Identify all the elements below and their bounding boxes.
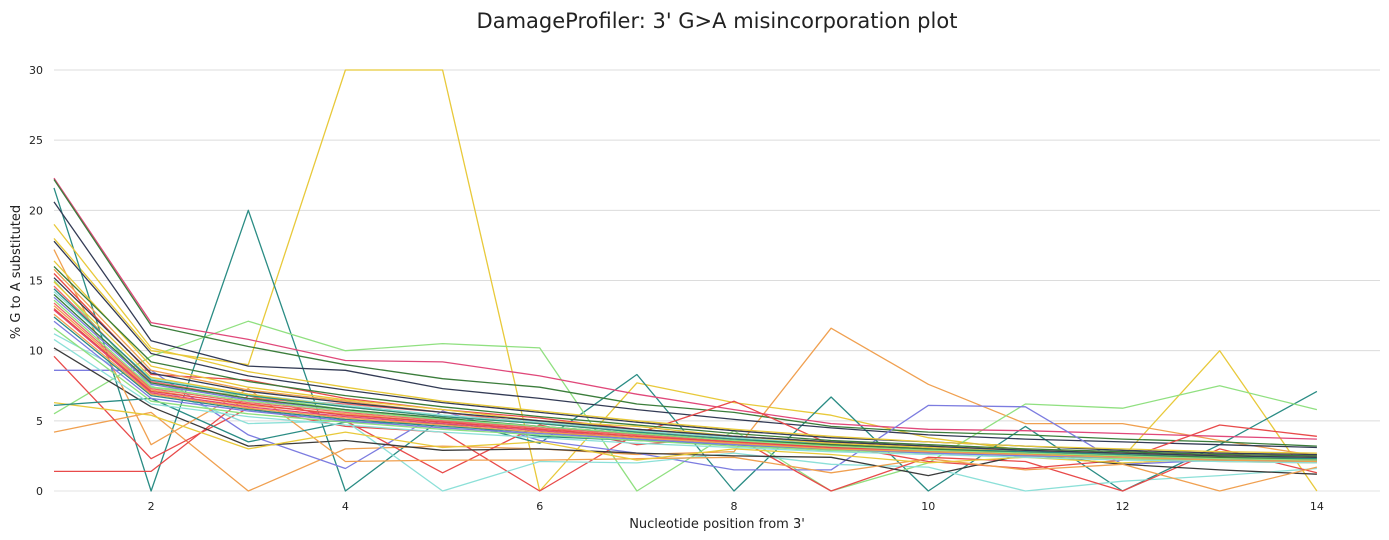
series-line-10: [53, 333, 1317, 492]
series-line-25: [53, 240, 1317, 456]
series-line-6: [53, 179, 1317, 447]
series-line-39: [53, 313, 1317, 463]
series-line-31: [53, 288, 1317, 460]
series-line-8: [53, 355, 1317, 492]
x-tick-label: 2: [148, 500, 155, 513]
series-line-5: [53, 177, 1317, 440]
x-tick-label: 10: [921, 500, 935, 513]
chart-title: DamageProfiler: 3' G>A misincorporation …: [477, 9, 958, 33]
series-line-27: [53, 327, 1317, 463]
y-tick-label: 15: [29, 275, 43, 288]
y-tick-label: 0: [36, 485, 43, 498]
series-line-9: [54, 369, 1317, 471]
tick-labels: 0 5 10 15 20 25 30 2 4 6 8 10 12 14: [29, 64, 1324, 513]
y-tick-label: 30: [29, 64, 43, 77]
y-tick-label: 25: [29, 134, 43, 147]
x-tick-label: 4: [342, 500, 349, 513]
series-line-14: [53, 401, 1317, 464]
x-tick-label: 12: [1116, 500, 1130, 513]
x-tick-label: 6: [536, 500, 543, 513]
grid-lines: [54, 69, 1380, 492]
series-line-24: [53, 266, 1317, 457]
y-axis-label: % G to A substituted: [9, 205, 24, 339]
y-tick-label: 10: [29, 345, 43, 358]
series-line-34: [53, 338, 1317, 464]
series-line-3: [53, 327, 1318, 492]
series-line-38: [53, 299, 1317, 461]
series-lines: [53, 69, 1318, 492]
series-line-33: [53, 277, 1317, 458]
y-tick-label: 20: [29, 204, 43, 217]
series-line-37: [53, 223, 1317, 454]
x-axis-label: Nucleotide position from 3': [629, 517, 805, 532]
y-tick-label: 5: [36, 415, 43, 428]
series-line-7: [53, 201, 1317, 449]
x-tick-label: 14: [1310, 500, 1324, 513]
x-tick-label: 8: [731, 500, 738, 513]
